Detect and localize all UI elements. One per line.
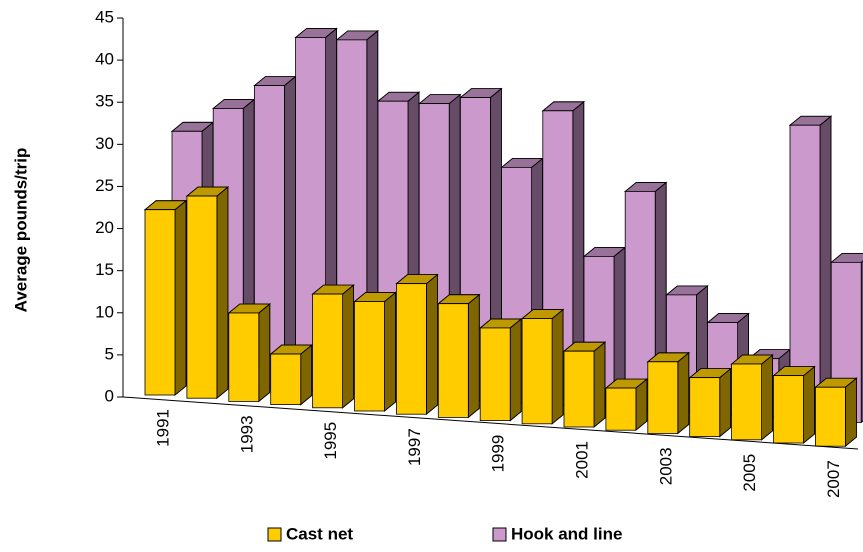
bar-side-shade xyxy=(425,273,438,416)
bar xyxy=(186,195,218,399)
x-tick-label: 2005 xyxy=(740,454,759,492)
bar xyxy=(437,303,469,418)
x-tick-label: 1997 xyxy=(405,428,424,466)
floor-edge xyxy=(122,396,859,450)
bar-side-shade xyxy=(174,199,187,396)
y-tick-label: 25 xyxy=(95,176,114,195)
y-tick-label: 20 xyxy=(95,218,114,237)
bar xyxy=(144,209,176,396)
y-tick-label: 30 xyxy=(95,134,114,153)
bar-side-shade xyxy=(384,291,396,412)
y-tick-label: 45 xyxy=(95,7,114,26)
bar xyxy=(479,327,511,422)
bar-side-shade xyxy=(551,308,564,425)
y-tick-label: 5 xyxy=(105,344,114,363)
x-tick-label: 1995 xyxy=(321,422,340,460)
x-tick-label: 2001 xyxy=(572,441,591,479)
bar-side-shade xyxy=(845,377,857,448)
x-tick-label: 1991 xyxy=(153,409,172,447)
y-tick-label: 10 xyxy=(95,302,114,321)
x-tick-label: 1999 xyxy=(489,435,508,473)
bar-side-shade xyxy=(216,186,229,400)
bar xyxy=(563,350,595,428)
x-tick-label: 2003 xyxy=(656,447,675,485)
bar-side-shade xyxy=(300,344,313,406)
bar-side-shade xyxy=(467,293,480,419)
bar xyxy=(354,301,385,412)
x-tick-label: 2007 xyxy=(824,460,843,498)
bar xyxy=(815,386,846,447)
legend-label: Cast net xyxy=(286,524,353,543)
bar-side-shade xyxy=(761,354,773,441)
bar-side-shade xyxy=(819,115,832,421)
legend-swatch xyxy=(492,527,507,542)
bar-side-shade xyxy=(342,284,355,409)
bar xyxy=(647,361,679,434)
bar xyxy=(731,363,762,441)
y-tick-label: 15 xyxy=(95,260,114,279)
y-tick-label: 35 xyxy=(95,92,114,111)
bar xyxy=(270,353,302,406)
bar-side-shade xyxy=(677,351,690,435)
bar xyxy=(521,318,553,425)
bar-side-shade xyxy=(593,341,606,428)
y-axis-label: Average pounds/trip xyxy=(11,148,30,313)
bar-top-shade xyxy=(830,252,863,263)
bar xyxy=(312,293,344,409)
bar-side-shade xyxy=(803,365,815,444)
bar-side-shade xyxy=(283,75,296,390)
bar xyxy=(228,312,260,402)
y-tick-label: 40 xyxy=(95,50,114,69)
bar xyxy=(689,377,721,437)
legend-swatch xyxy=(267,527,282,542)
bar xyxy=(605,387,637,431)
bar xyxy=(773,375,804,444)
legend-label: Hook and line xyxy=(511,524,622,543)
x-tick-label: 1993 xyxy=(237,415,256,453)
bar-side-shade xyxy=(509,318,522,422)
bar-side-shade xyxy=(719,367,732,438)
y-tick-label: 0 xyxy=(105,386,114,405)
bar xyxy=(395,283,427,415)
bar-side-shade xyxy=(258,303,271,403)
